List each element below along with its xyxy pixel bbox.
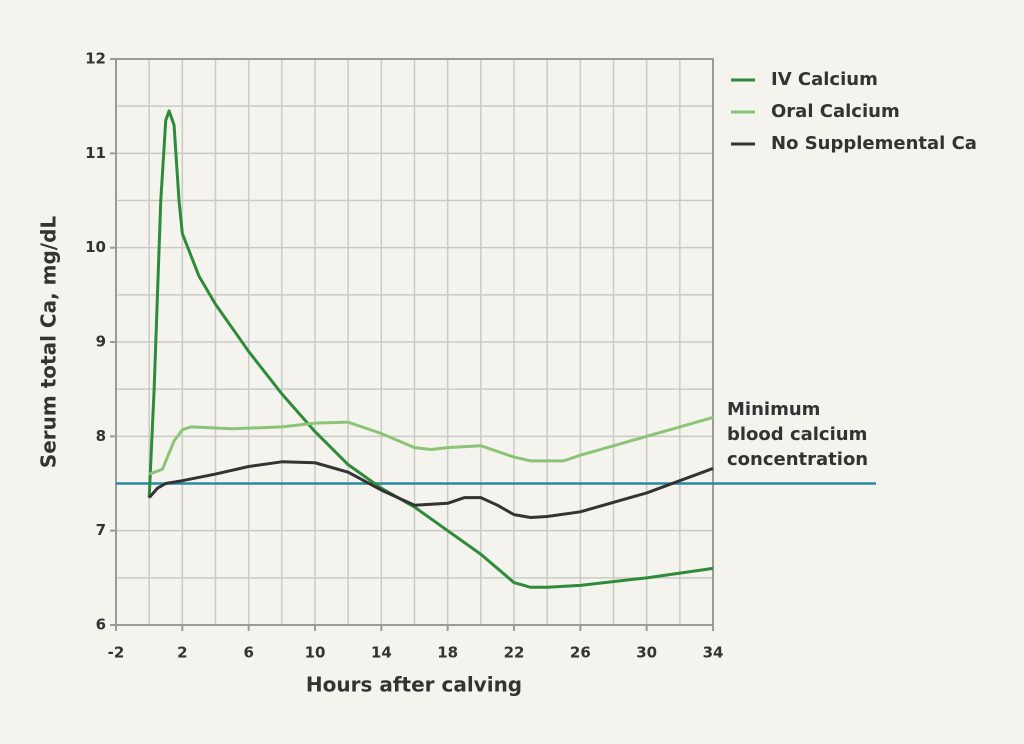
legend-label: IV Calcium <box>771 69 878 90</box>
x-tick-label: 26 <box>570 644 591 662</box>
y-tick-label: 8 <box>96 427 106 445</box>
y-tick-label: 11 <box>85 144 106 162</box>
annotation: Minimum <box>727 399 820 420</box>
annotation: blood calcium <box>727 424 867 445</box>
x-tick-label: 30 <box>636 644 657 662</box>
series-line <box>147 109 714 589</box>
x-tick-label: 2 <box>177 644 187 662</box>
x-tick-label: 10 <box>305 644 326 662</box>
y-tick-label: 12 <box>85 50 106 68</box>
series-line <box>148 416 714 476</box>
x-tick-label: 34 <box>703 644 724 662</box>
x-axis-label: Hours after calving <box>306 673 522 697</box>
y-tick-label: 6 <box>96 616 106 634</box>
y-axis-label: Serum total Ca, mg/dL <box>37 216 61 469</box>
x-tick-label: 18 <box>437 644 458 662</box>
y-tick-label: 9 <box>96 333 106 351</box>
y-tick-label: 10 <box>85 238 106 256</box>
legend-label: Oral Calcium <box>771 101 900 122</box>
x-tick-label: -2 <box>108 644 125 662</box>
series-line <box>148 460 714 519</box>
x-tick-label: 22 <box>504 644 525 662</box>
legend-label: No Supplemental Ca <box>771 133 977 154</box>
x-tick-label: 6 <box>243 644 253 662</box>
annotation: concentration <box>727 449 868 470</box>
y-tick-label: 7 <box>96 521 106 539</box>
x-tick-label: 14 <box>371 644 392 662</box>
